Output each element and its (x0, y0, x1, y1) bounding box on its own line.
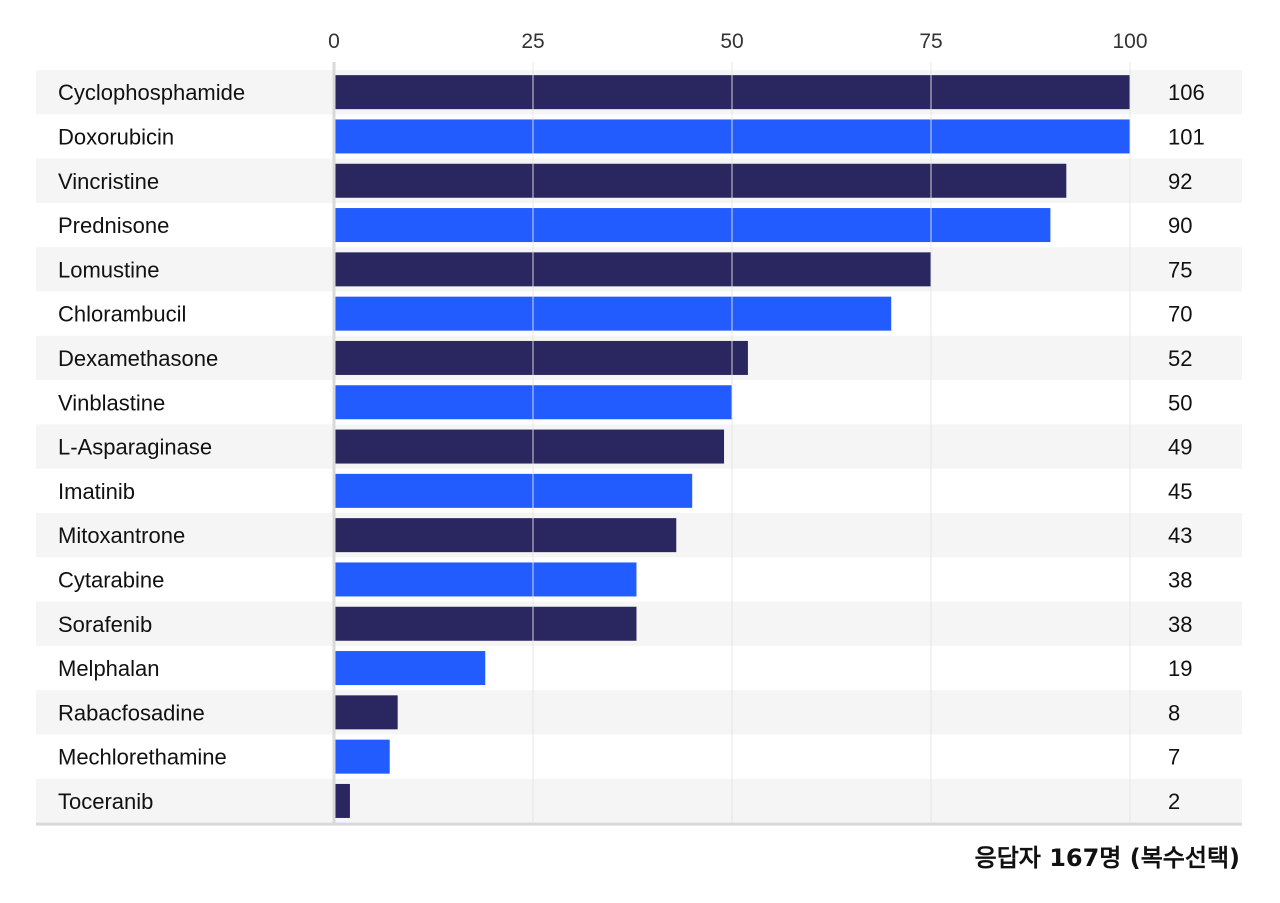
category-label: Mitoxantrone (58, 523, 185, 548)
bar-lomustine (334, 252, 931, 287)
bar-l-asparaginase (334, 429, 725, 464)
category-label: Mechlorethamine (58, 745, 227, 770)
value-label: 49 (1168, 435, 1192, 460)
bar-melphalan (334, 651, 486, 686)
bar-toceranib (334, 783, 350, 818)
value-label: 45 (1168, 479, 1192, 504)
category-label: L-Asparaginase (58, 435, 212, 460)
value-label: 70 (1168, 302, 1192, 327)
x-tick-label: 50 (720, 30, 743, 53)
bar-mechlorethamine (334, 739, 390, 774)
category-label: Imatinib (58, 479, 135, 504)
category-label: Chlorambucil (58, 302, 186, 327)
category-label: Melphalan (58, 656, 160, 681)
value-label: 90 (1168, 213, 1192, 238)
bar-imatinib (334, 473, 693, 508)
value-label: 50 (1168, 390, 1192, 415)
value-label: 75 (1168, 257, 1192, 282)
row-stripe (36, 601, 1242, 646)
value-label: 43 (1168, 523, 1192, 548)
bar-cytarabine (334, 562, 637, 597)
row-stripe (36, 778, 1242, 824)
category-label: Cytarabine (58, 567, 164, 592)
value-label: 101 (1168, 124, 1205, 149)
category-label: Sorafenib (58, 612, 152, 637)
value-label: 52 (1168, 346, 1192, 371)
bar-mitoxantrone (334, 518, 677, 553)
value-label: 92 (1168, 169, 1192, 194)
value-label: 38 (1168, 567, 1192, 592)
x-tick-label: 25 (521, 30, 544, 53)
value-label: 106 (1168, 80, 1205, 105)
category-label: Vincristine (58, 169, 159, 194)
bar-cyclophosphamide (334, 75, 1130, 110)
bar-chlorambucil (334, 296, 892, 331)
x-tick-label: 0 (328, 30, 340, 53)
value-label: 38 (1168, 612, 1192, 637)
category-label: Vinblastine (58, 390, 165, 415)
x-tick-label: 75 (919, 30, 942, 53)
bar-rabacfosadine (334, 695, 398, 730)
value-label: 7 (1168, 745, 1180, 770)
row-stripe (36, 690, 1242, 735)
x-tick-label: 100 (1112, 30, 1147, 53)
value-label: 19 (1168, 656, 1192, 681)
bar-vinblastine (334, 385, 732, 420)
category-label: Lomustine (58, 257, 160, 282)
bar-dexamethasone (334, 340, 748, 375)
bar-doxorubicin (334, 119, 1130, 154)
bar-vincristine (334, 163, 1067, 198)
bar-sorafenib (334, 606, 637, 641)
respondent-footnote: 응답자 167명 (복수선택) (974, 844, 1240, 872)
value-label: 8 (1168, 700, 1180, 725)
bar-prednisone (334, 208, 1051, 243)
category-label: Dexamethasone (58, 346, 218, 371)
category-label: Rabacfosadine (58, 700, 205, 725)
category-label: Doxorubicin (58, 124, 174, 149)
category-label: Cyclophosphamide (58, 80, 245, 105)
category-label: Prednisone (58, 213, 169, 238)
category-label: Toceranib (58, 789, 153, 814)
value-label: 2 (1168, 789, 1180, 814)
